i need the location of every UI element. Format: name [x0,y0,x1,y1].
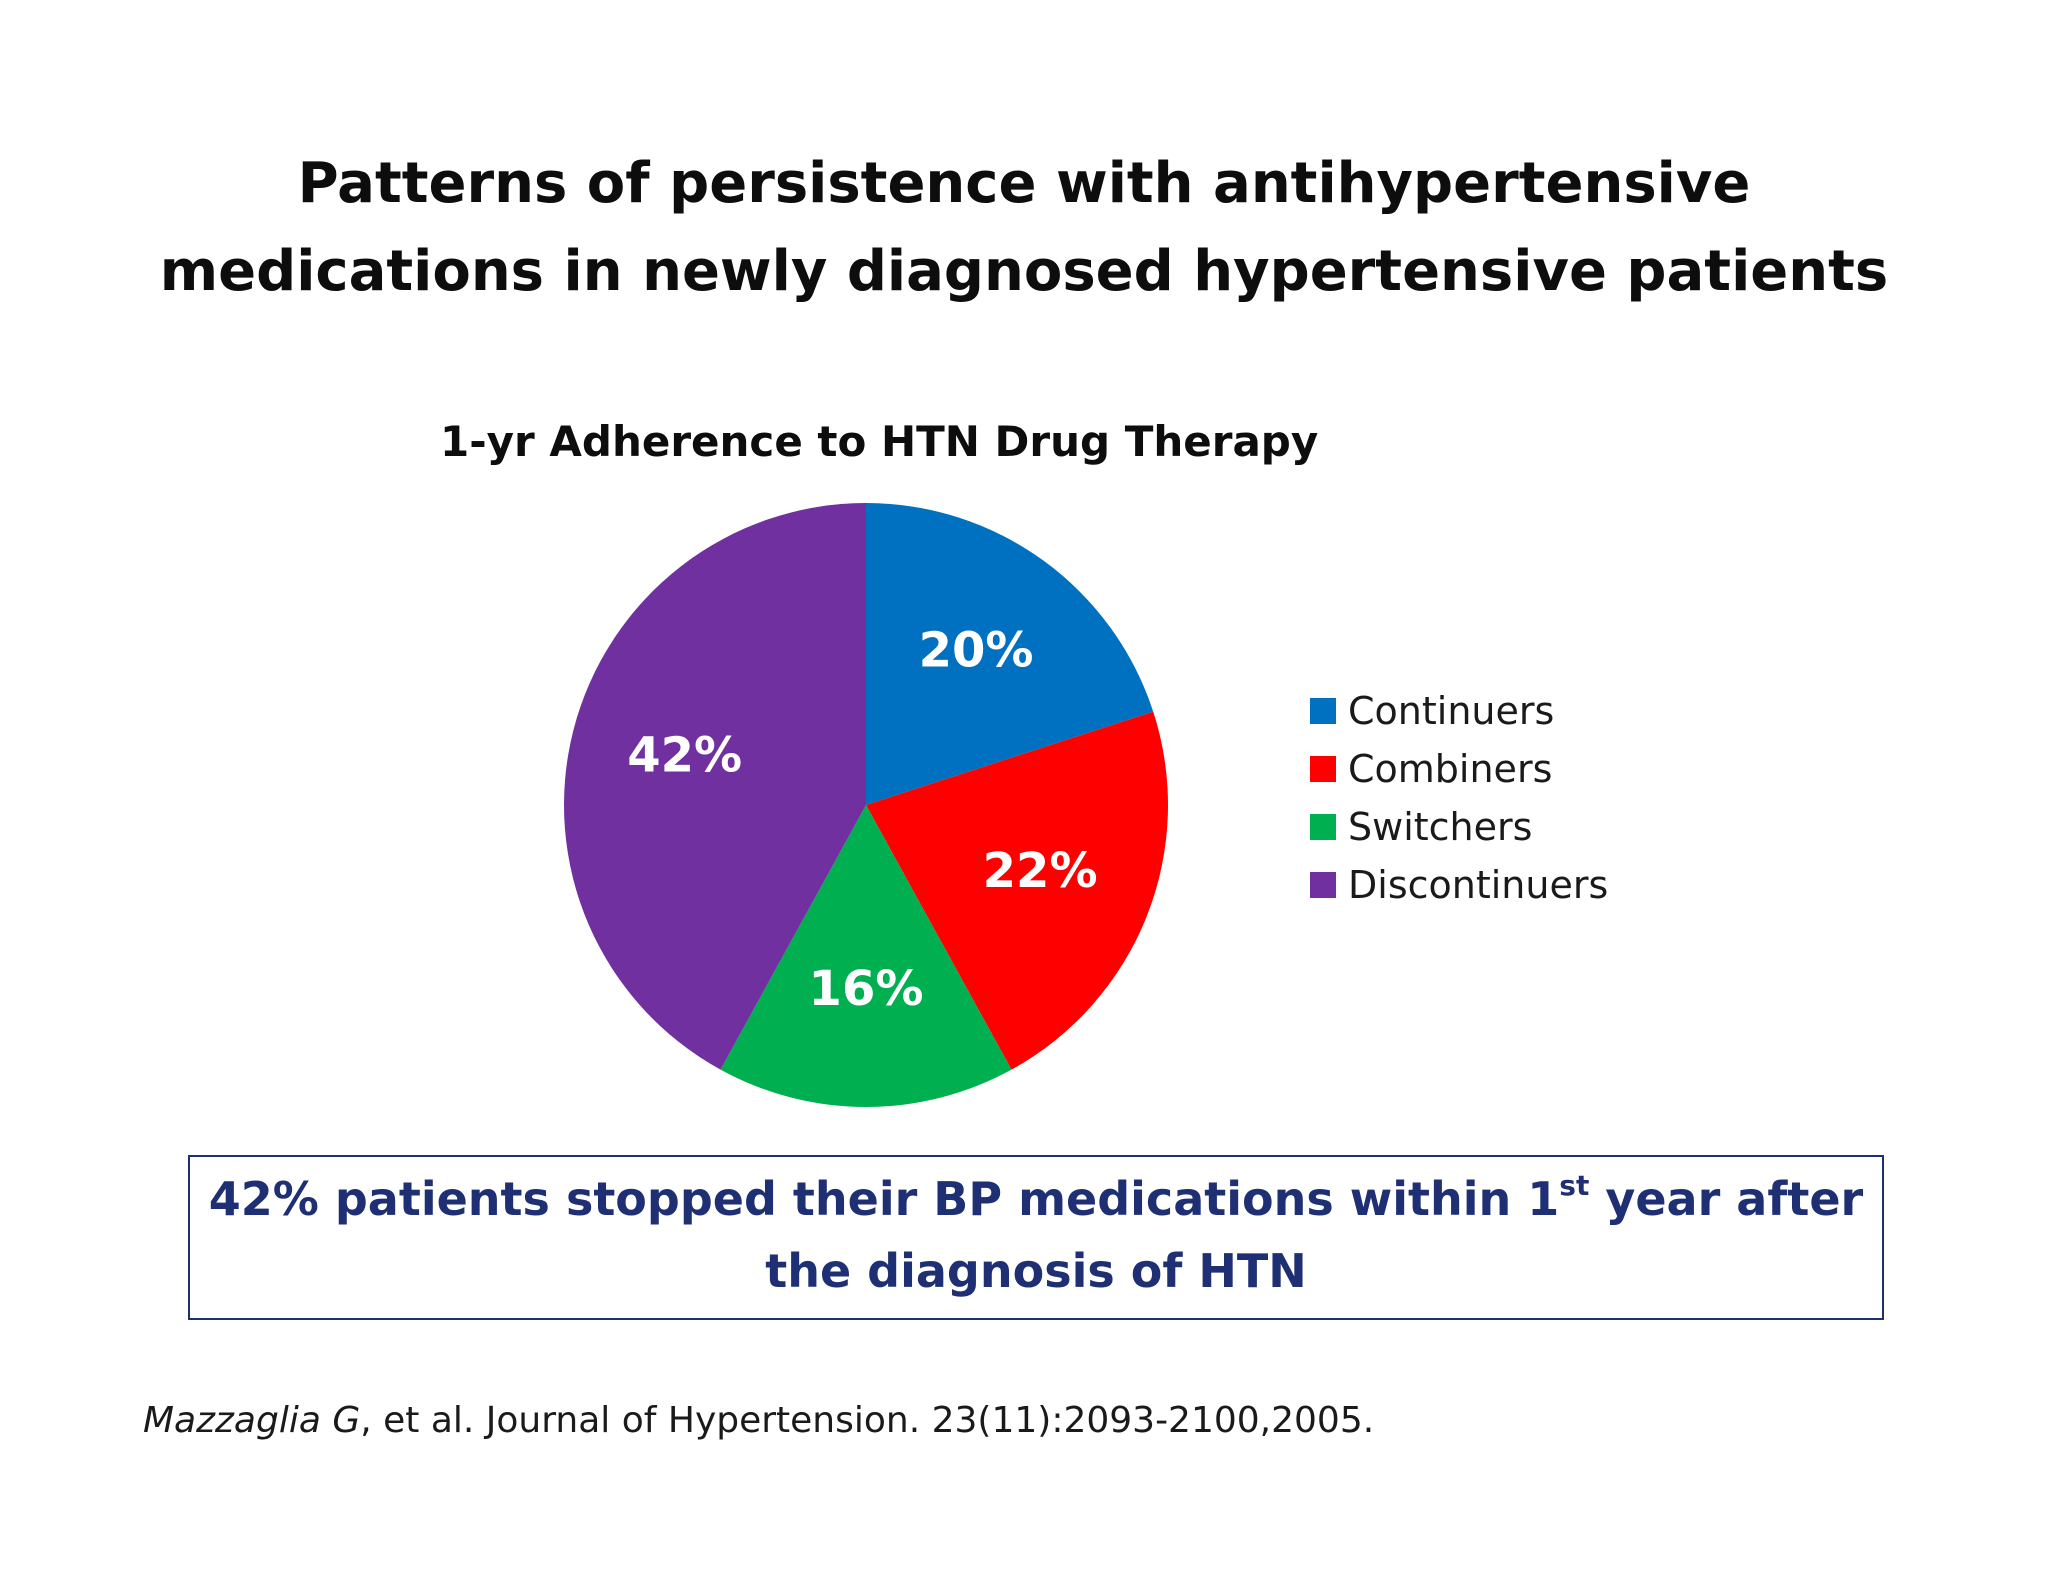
pie-slice-continuers [866,503,1154,805]
legend-item-discontinuers: Discontinuers [1310,856,1608,914]
legend-item-continuers: Continuers [1310,682,1608,740]
legend-label-combiners: Combiners [1348,747,1553,791]
pie-slice-combiners [866,711,1168,1070]
legend-swatch-discontinuers [1310,872,1336,898]
legend-item-switchers: Switchers [1310,798,1608,856]
legend-item-combiners: Combiners [1310,740,1608,798]
slide-title-line-1: Patterns of persistence with antihyperte… [297,151,1751,216]
callout-line-1: 42% patients stopped their BP medication… [190,1163,1882,1235]
legend-swatch-continuers [1310,698,1336,724]
pie-label-combiners: 22% [983,843,1098,899]
legend-label-switchers: Switchers [1348,805,1533,849]
pie-slice-discontinuers [563,503,866,1070]
slide-title-line-2: medications in newly diagnosed hypertens… [159,239,1889,304]
legend-swatch-combiners [1310,756,1336,782]
legend-label-continuers: Continuers [1348,689,1555,733]
callout-line-2: the diagnosis of HTN [765,1244,1307,1298]
callout-superscript: st [1559,1169,1590,1202]
slide-title: Patterns of persistence with antihyperte… [0,140,2048,316]
chart-legend: Continuers Combiners Switchers Discontin… [1310,682,1608,914]
pie-label-discontinuers: 42% [627,727,742,783]
pie-label-continuers: 20% [919,623,1034,679]
citation: Mazzaglia G, et al. Journal of Hypertens… [143,1400,1374,1441]
legend-label-discontinuers: Discontinuers [1348,863,1609,907]
callout-box: 42% patients stopped their BP medication… [188,1155,1884,1320]
citation-source: , et al. Journal of Hypertension. 23(11)… [360,1400,1375,1441]
chart-title: 1-yr Adherence to HTN Drug Therapy [440,417,1319,466]
citation-authors: Mazzaglia G [143,1400,361,1441]
callout-text-end: year after [1589,1172,1864,1226]
callout-text: 42% patients stopped their BP medication… [208,1172,1560,1226]
pie-slice-switchers [720,805,1012,1108]
pie-label-switchers: 16% [809,961,924,1017]
legend-swatch-switchers [1310,814,1336,840]
